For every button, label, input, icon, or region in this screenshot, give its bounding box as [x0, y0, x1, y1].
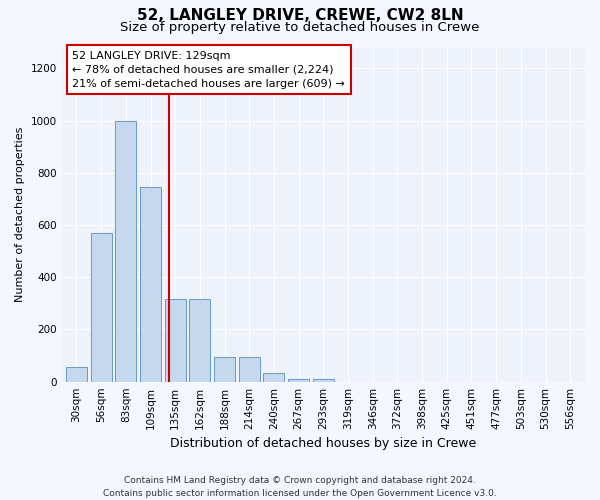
Bar	[140, 187, 161, 382]
Bar	[165, 300, 186, 382]
Text: 52 LANGLEY DRIVE: 129sqm
← 78% of detached houses are smaller (2,224)
21% of sem: 52 LANGLEY DRIVE: 129sqm ← 78% of detach…	[72, 51, 345, 89]
X-axis label: Distribution of detached houses by size in Crewe: Distribution of detached houses by size …	[170, 437, 476, 450]
Text: Contains HM Land Registry data © Crown copyright and database right 2024.
Contai: Contains HM Land Registry data © Crown c…	[103, 476, 497, 498]
Text: 52, LANGLEY DRIVE, CREWE, CW2 8LN: 52, LANGLEY DRIVE, CREWE, CW2 8LN	[137, 8, 463, 22]
Bar	[214, 357, 235, 382]
Bar	[91, 233, 112, 382]
Bar	[288, 378, 309, 382]
Bar	[313, 378, 334, 382]
Bar	[190, 300, 211, 382]
Bar	[263, 372, 284, 382]
Y-axis label: Number of detached properties: Number of detached properties	[15, 127, 25, 302]
Bar	[239, 357, 260, 382]
Text: Size of property relative to detached houses in Crewe: Size of property relative to detached ho…	[121, 21, 479, 34]
Bar	[66, 367, 87, 382]
Bar	[115, 120, 136, 382]
